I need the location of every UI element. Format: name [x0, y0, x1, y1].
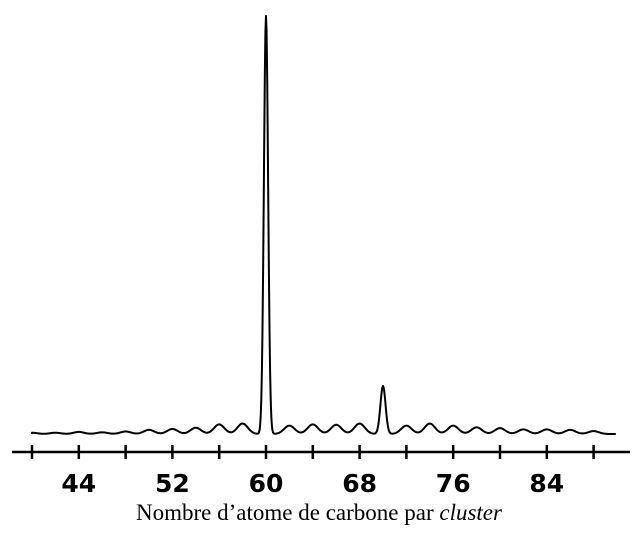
x-tick-labels: 44 52 60 68 76 84	[61, 469, 564, 498]
x-tick-label-84: 84	[529, 469, 564, 498]
x-tick-label-60: 60	[249, 469, 284, 498]
x-axis-title: Nombre d’atome de carbone par cluster	[0, 500, 638, 526]
x-tick-label-44: 44	[61, 469, 96, 498]
x-tick-label-68: 68	[342, 469, 377, 498]
x-tick-label-76: 76	[436, 469, 471, 498]
x-axis-title-text: Nombre d’atome de carbone par	[136, 500, 434, 525]
x-tick-label-52: 52	[155, 469, 190, 498]
x-axis-title-italic: cluster	[439, 500, 502, 525]
spectrum-line	[31, 15, 617, 435]
x-axis	[12, 445, 630, 459]
